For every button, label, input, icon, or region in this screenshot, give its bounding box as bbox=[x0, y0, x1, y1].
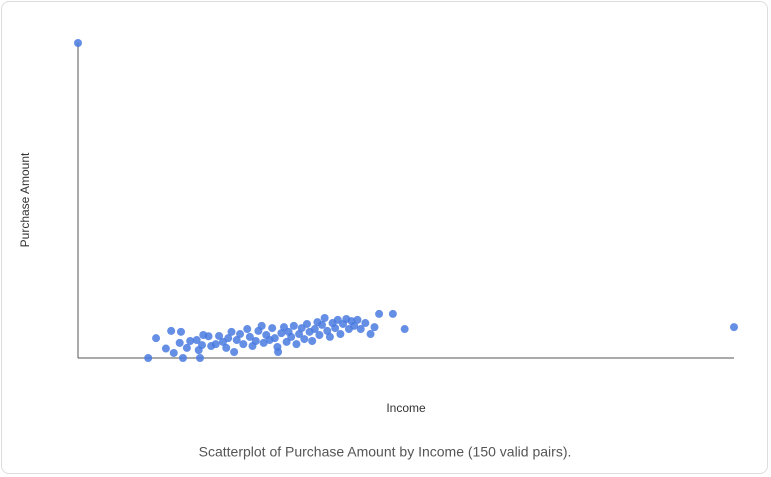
point bbox=[175, 338, 184, 347]
point bbox=[192, 336, 201, 345]
point bbox=[388, 309, 397, 318]
point bbox=[74, 39, 82, 47]
point bbox=[325, 332, 334, 341]
point bbox=[186, 336, 195, 345]
point bbox=[331, 324, 340, 333]
y-axis-label: Purchase Amount bbox=[18, 152, 32, 247]
point bbox=[356, 325, 365, 334]
point bbox=[182, 343, 191, 352]
point bbox=[370, 323, 379, 332]
point bbox=[287, 332, 296, 341]
point bbox=[161, 344, 170, 353]
point bbox=[375, 309, 384, 318]
point bbox=[361, 319, 370, 328]
point bbox=[152, 334, 161, 343]
point bbox=[315, 331, 324, 340]
point bbox=[730, 323, 738, 332]
point bbox=[211, 340, 220, 349]
point bbox=[236, 330, 245, 339]
point bbox=[350, 321, 359, 330]
x-axis-label: Income bbox=[386, 401, 426, 415]
point bbox=[230, 348, 239, 357]
point bbox=[169, 348, 178, 357]
point bbox=[336, 330, 345, 339]
point bbox=[227, 327, 236, 336]
point bbox=[215, 331, 224, 340]
point bbox=[274, 348, 283, 357]
point bbox=[245, 332, 254, 341]
point bbox=[243, 325, 252, 334]
point bbox=[270, 334, 279, 343]
point bbox=[323, 326, 332, 335]
point bbox=[167, 326, 176, 335]
point bbox=[295, 330, 304, 339]
point bbox=[320, 313, 329, 322]
point bbox=[277, 329, 286, 338]
point bbox=[318, 320, 327, 329]
point bbox=[224, 334, 233, 343]
point bbox=[353, 315, 362, 324]
caption: Scatterplot of Purchase Amount by Income… bbox=[199, 444, 572, 460]
point bbox=[196, 354, 205, 362]
point bbox=[366, 330, 375, 339]
point bbox=[222, 343, 231, 352]
point bbox=[197, 341, 206, 350]
point bbox=[310, 325, 319, 334]
point bbox=[302, 319, 311, 328]
point bbox=[289, 321, 298, 330]
point bbox=[300, 335, 309, 344]
point bbox=[232, 336, 241, 345]
point bbox=[257, 321, 266, 330]
point bbox=[251, 336, 260, 345]
point bbox=[178, 354, 187, 362]
point bbox=[144, 354, 153, 362]
point bbox=[400, 325, 409, 334]
point bbox=[176, 327, 185, 336]
point bbox=[308, 336, 317, 345]
point bbox=[292, 340, 301, 349]
point bbox=[239, 340, 248, 349]
point bbox=[268, 324, 277, 333]
point bbox=[204, 332, 213, 341]
